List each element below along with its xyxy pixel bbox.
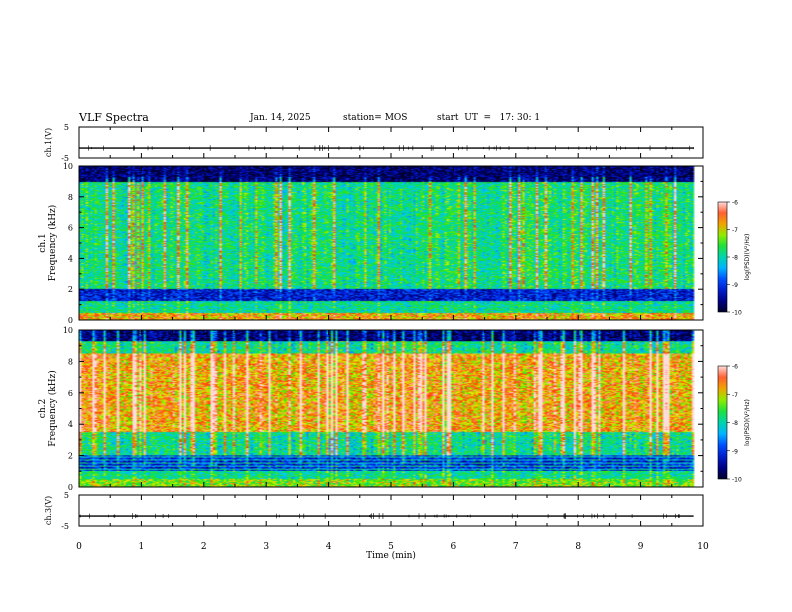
x-tick-label: 4 <box>326 542 332 552</box>
ch2-spectrogram-ylabel: Frequency (kHz) <box>47 370 58 447</box>
x-tick-label: 10 <box>697 542 709 552</box>
x-tick-label: 3 <box>263 542 269 552</box>
ch3-waveform-ytick-label: 5 <box>64 491 69 500</box>
ch1-waveform-ytick-label: -5 <box>61 154 69 163</box>
chart-title: VLF Spectra <box>79 111 149 124</box>
ch2-spectrogram-ytick-label: 8 <box>68 357 73 366</box>
x-tick-label: 7 <box>513 542 519 552</box>
ch1-spectrogram-colorbar-tick-label: -9 <box>732 282 738 289</box>
ch3-waveform-ytick-label: -5 <box>61 522 69 531</box>
x-tick-label: 5 <box>388 542 394 552</box>
ch2-spectrogram-colorbar-tick-label: -6 <box>732 364 738 371</box>
start-time-label: start UT = 17: 30: 1 <box>437 113 541 123</box>
ch1-spectrogram-colorbar-tick-label: -8 <box>732 255 738 262</box>
ch1-spectrogram-ylabel: ch.1 <box>38 233 48 252</box>
x-tick-label: 9 <box>638 542 644 552</box>
ch2-spectrogram-colorbar-tick-label: -10 <box>732 477 742 484</box>
ch1-spectrogram-ylabel: Frequency (kHz) <box>47 205 58 282</box>
ch1-spectrogram-ytick-label: 4 <box>68 254 73 263</box>
ch3-waveform-ylabel: ch.3(V) <box>44 496 53 525</box>
x-tick-label: 1 <box>139 542 145 552</box>
x-axis-label: Time (min) <box>366 550 416 561</box>
ch1-spectrogram-colorbar-tick-label: -10 <box>732 310 742 317</box>
ch2-spectrogram-colorbar-tick-label: -7 <box>732 392 738 399</box>
ch1-spectrogram-colorbar-tick-label: -7 <box>732 227 738 234</box>
ch1-spectrogram-ytick-label: 2 <box>68 285 73 294</box>
ch2-spectrogram-ytick-label: 4 <box>68 420 73 429</box>
station-label: station= MOS <box>343 113 408 123</box>
ch2-spectrogram-ytick-label: 10 <box>63 326 73 335</box>
ch1-spectrogram-ytick-label: 8 <box>68 193 73 202</box>
ch1-spectrogram-ytick-label: 10 <box>63 162 73 171</box>
ch1-spectrogram-ytick-label: 6 <box>68 224 73 233</box>
ch1-spectrogram-ytick-label: 0 <box>68 316 73 325</box>
x-tick-label: 2 <box>201 542 207 552</box>
ch2-spectrogram-colorbar-label: log(PSD)(V²/Hz) <box>744 399 751 446</box>
x-tick-label: 6 <box>451 542 457 552</box>
ch1-waveform-ylabel: ch.1(V) <box>44 128 53 157</box>
ch1-spectrogram-image <box>79 166 703 320</box>
ch1-spectrogram-colorbar <box>717 201 728 313</box>
date-label: Jan. 14, 2025 <box>250 113 311 123</box>
ch2-spectrogram-colorbar <box>717 365 728 480</box>
ch2-spectrogram-colorbar-tick-label: -8 <box>732 420 738 427</box>
ch1-spectrogram-colorbar-tick-label: -6 <box>732 200 738 207</box>
ch2-spectrogram-ytick-label: 0 <box>68 483 73 492</box>
ch2-spectrogram-ytick-label: 2 <box>68 452 73 461</box>
ch2-spectrogram-image <box>79 330 703 487</box>
ch2-spectrogram-ytick-label: 6 <box>68 389 73 398</box>
x-tick-label: 8 <box>575 542 581 552</box>
ch2-spectrogram-ylabel: ch.2 <box>38 399 48 418</box>
x-tick-label: 0 <box>76 542 82 552</box>
ch1-waveform-ytick-label: 5 <box>64 123 69 132</box>
ch2-spectrogram-colorbar-tick-label: -9 <box>732 448 738 455</box>
ch1-spectrogram-colorbar-label: log(PSD)(V²/Hz) <box>744 234 751 281</box>
